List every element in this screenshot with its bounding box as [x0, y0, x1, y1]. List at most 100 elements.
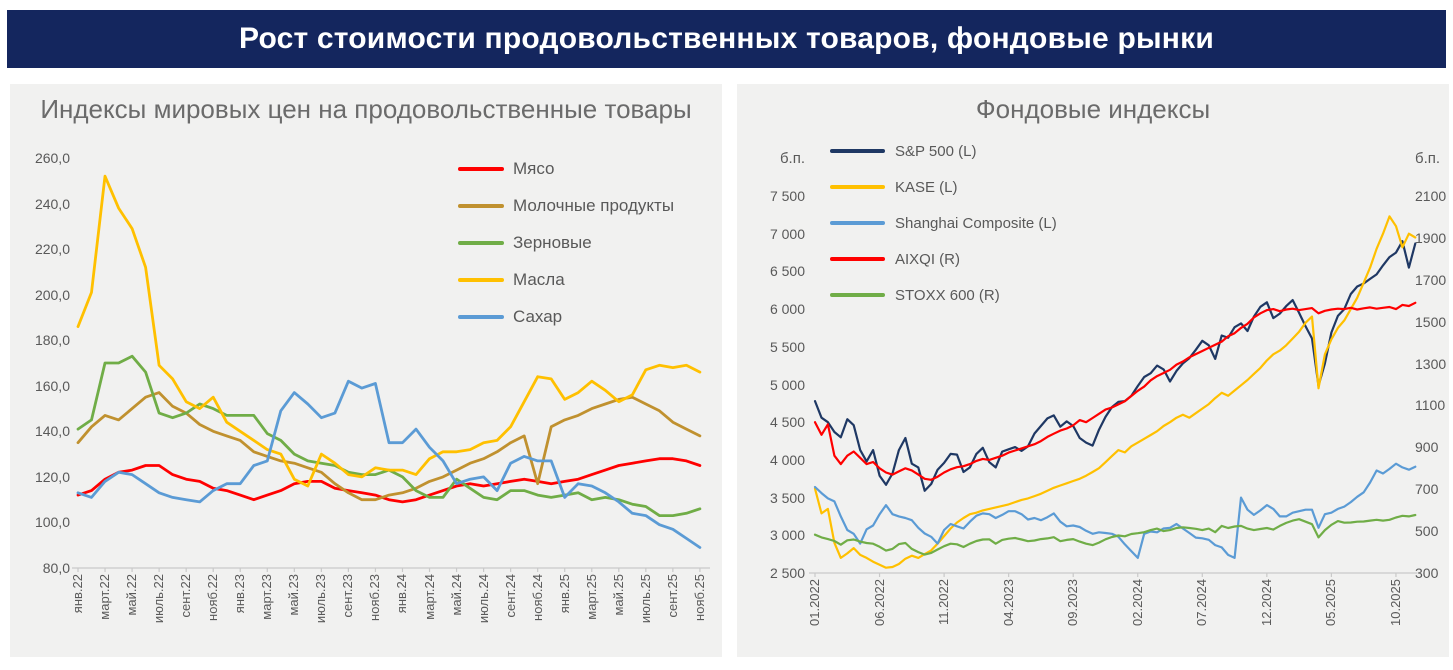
oils-line-swatch — [458, 277, 504, 282]
legend-item-meat: Мясо — [458, 150, 674, 187]
left-axis-unit: б.п. — [779, 150, 805, 167]
series-line-1 — [76, 391, 702, 502]
series-line-1 — [813, 215, 1417, 569]
x-axis-label: июль.23 — [313, 574, 329, 624]
y-axis-label: 1700 — [1415, 271, 1447, 288]
legend-item-dairy: Молочные продукты — [458, 187, 674, 224]
y-axis-label: 260,0 — [34, 150, 70, 166]
y-axis-label: 500 — [1415, 523, 1439, 540]
x-axis-label: 11.2022 — [936, 579, 952, 626]
legend-label-kase: KASE (L) — [895, 178, 958, 196]
y-axis-label: 220,0 — [34, 241, 70, 258]
x-axis-label: 06.2022 — [871, 579, 887, 626]
x-axis-label: янв.24 — [394, 574, 410, 614]
y-axis-label: 2 500 — [769, 565, 805, 581]
food-chart-legend: Мясо Молочные продукты Зерновые Масла Са… — [458, 150, 674, 335]
x-axis-label: 09.2023 — [1065, 579, 1081, 626]
food-chart-plot — [72, 174, 710, 572]
page-title: Рост стоимости продовольственных товаров… — [239, 22, 1214, 55]
x-axis-label: март.24 — [421, 574, 437, 620]
x-axis-label: нояб.24 — [529, 574, 545, 621]
food-price-chart-panel: Индексы мировых цен на продовольственные… — [10, 84, 722, 657]
series-line-4 — [813, 513, 1417, 556]
legend-label-sugar: Сахар — [513, 306, 563, 326]
y-axis-label: 180,0 — [34, 332, 70, 349]
x-axis-label: янв.25 — [556, 574, 572, 614]
x-axis-label: 10.2025 — [1387, 579, 1403, 626]
y-axis-label: 4 500 — [769, 414, 805, 431]
y-axis-label: 2100 — [1415, 188, 1447, 204]
legend-label-cereals: Зерновые — [513, 232, 592, 252]
legend-item-oils: Масла — [458, 261, 674, 298]
x-axis-label: сент.23 — [340, 574, 356, 618]
legend-label-shanghai: Shanghai Composite (L) — [895, 214, 1057, 232]
x-axis-label: сент.24 — [502, 574, 518, 618]
x-axis-label: 02.2024 — [1129, 579, 1145, 626]
legend-label-stoxx: STOXX 600 (R) — [895, 286, 1000, 304]
y-axis-label: 160,0 — [34, 377, 70, 394]
food-chart-title: Индексы мировых цен на продовольственные… — [40, 94, 692, 124]
x-axis-label: май.23 — [286, 574, 302, 616]
x-axis-label: май.22 — [124, 574, 140, 616]
stoxx-line-swatch — [830, 293, 885, 297]
x-axis-label: нояб.23 — [367, 574, 383, 621]
y-axis-label: 5 000 — [769, 376, 805, 393]
x-axis-label: 01.2022 — [807, 579, 822, 626]
x-axis-label: июль.24 — [475, 574, 491, 624]
right-axis-unit: б.п. — [1415, 150, 1441, 167]
series-line-3 — [76, 174, 702, 488]
legend-item-sugar: Сахар — [458, 298, 674, 335]
x-axis-label: май.25 — [610, 574, 626, 616]
x-axis-label: март.23 — [259, 574, 275, 620]
aixqi-line-swatch — [830, 257, 885, 261]
x-axis-label: нояб.22 — [205, 574, 221, 621]
y-axis-label: 4 000 — [769, 451, 805, 468]
y-axis-label: 1100 — [1415, 397, 1446, 414]
series-line-0 — [76, 457, 702, 504]
legend-label-meat: Мясо — [513, 158, 555, 178]
x-axis-label: май.24 — [448, 574, 464, 616]
y-axis-label: 900 — [1415, 439, 1439, 456]
stock-index-chart-panel: Фондовые индексы б.п. б.п. S&P 500 (L) K… — [737, 84, 1449, 657]
header-bar: Рост стоимости продовольственных товаров… — [7, 10, 1446, 68]
x-axis-label: янв.22 — [70, 574, 85, 614]
series-line-4 — [76, 379, 702, 549]
y-axis-label: 3 500 — [769, 489, 805, 506]
y-axis-label: 6 500 — [769, 263, 805, 280]
y-axis-label: 300 — [1415, 565, 1439, 581]
y-axis-label: 100,0 — [34, 514, 70, 531]
x-axis-label: 12.2024 — [1258, 579, 1274, 626]
y-axis-label: 120,0 — [34, 468, 70, 485]
shanghai-line-swatch — [830, 221, 885, 225]
y-axis-label: 3 000 — [769, 527, 805, 544]
x-axis-label: март.25 — [583, 574, 599, 620]
x-axis-label: янв.23 — [232, 574, 248, 614]
x-axis-label: июль.22 — [151, 574, 167, 624]
y-axis-label: 6 000 — [769, 301, 805, 318]
y-axis-label: 140,0 — [34, 423, 70, 440]
x-axis-label: 05.2025 — [1323, 579, 1339, 626]
series-line-3 — [813, 301, 1417, 481]
x-axis-label: нояб.25 — [691, 574, 707, 621]
legend-item-aixqi: AIXQI (R) — [830, 241, 1057, 277]
y-axis-label: 200,0 — [34, 286, 70, 303]
meat-line-swatch — [458, 166, 504, 171]
stocks-chart-plot — [809, 215, 1417, 577]
stocks-chart-legend: S&P 500 (L) KASE (L) Shanghai Composite … — [830, 133, 1057, 313]
sugar-line-swatch — [458, 314, 504, 319]
y-axis-label: 5 500 — [769, 338, 805, 355]
legend-label-sp500: S&P 500 (L) — [895, 142, 977, 160]
legend-item-kase: KASE (L) — [830, 169, 1057, 205]
legend-item-cereals: Зерновые — [458, 224, 674, 261]
y-axis-label: 700 — [1415, 481, 1439, 498]
stocks-chart-title: Фондовые индексы — [975, 94, 1211, 124]
y-axis-label: 80,0 — [42, 560, 70, 576]
y-axis-label: 1500 — [1415, 313, 1447, 330]
y-axis-label: 240,0 — [34, 195, 70, 212]
x-axis-label: сент.25 — [664, 574, 680, 618]
kase-line-swatch — [830, 185, 885, 189]
series-line-2 — [76, 354, 702, 518]
x-axis-label: март.22 — [97, 574, 113, 620]
y-axis-label: 1900 — [1415, 229, 1447, 246]
